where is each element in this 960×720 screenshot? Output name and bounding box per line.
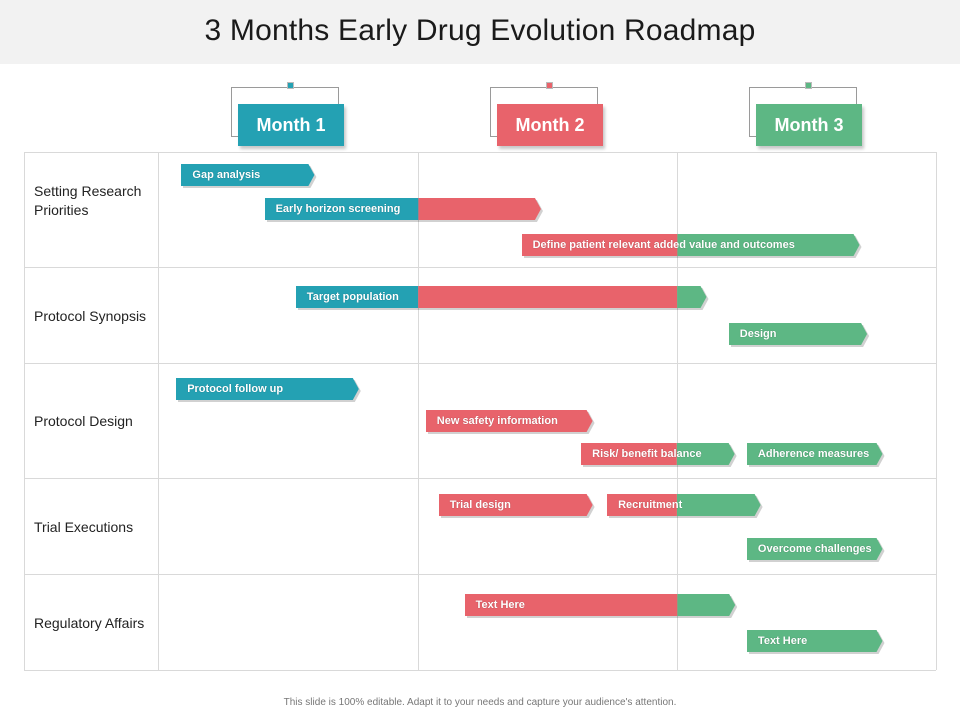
- task-bar-segment-red: [417, 198, 541, 220]
- task-bar-segment-green: [746, 630, 883, 652]
- task-bar-segment-green: [676, 286, 707, 308]
- task-bar-shape: [464, 594, 737, 618]
- row-label: Trial Executions: [34, 518, 134, 535]
- task-bar-segment-red: [464, 594, 677, 616]
- task-bar-segment-green: [676, 494, 761, 516]
- row-label: Setting Research Priorities: [34, 183, 142, 218]
- page-title: 3 Months Early Drug Evolution Roadmap: [204, 14, 756, 47]
- task-bar-segment-teal: [176, 378, 359, 400]
- task-bar: Adherence measures: [746, 443, 885, 467]
- task-bar-segment-green: [746, 538, 883, 560]
- task-bar-shape: [438, 494, 595, 518]
- task-bar-label: Overcome challenges: [757, 543, 872, 555]
- task-bar-shape: [521, 234, 862, 258]
- month-marker-dot: [805, 82, 812, 89]
- task-bar-shape: [425, 410, 595, 434]
- row-label: Protocol Design: [34, 412, 133, 429]
- task-bar-label: Gap analysis: [192, 169, 261, 181]
- task-bar-segment-teal: [264, 198, 418, 220]
- task-bar-segment-red: [438, 494, 593, 516]
- month-marker-dot: [287, 82, 294, 89]
- task-bar: Target population: [295, 286, 709, 310]
- month-header-1: Month 1: [238, 104, 344, 146]
- task-bar: New safety information: [425, 410, 595, 434]
- month-header-3: Month 3: [756, 104, 862, 146]
- task-bar-label: New safety information: [436, 415, 558, 427]
- task-bar-segment-green: [676, 594, 735, 616]
- task-bar: Risk/ benefit balance: [581, 443, 737, 467]
- row-label: Protocol Synopsis: [34, 307, 147, 324]
- task-bar-label: Text Here: [757, 635, 808, 647]
- task-bar-label: Early horizon screening: [275, 203, 401, 215]
- task-bar-label: Protocol follow up: [187, 383, 284, 395]
- month-marker-dot: [546, 82, 553, 89]
- task-bar-segment-red: [581, 443, 677, 465]
- task-bar-shape: [607, 494, 763, 518]
- row-label: Regulatory Affairs: [34, 614, 145, 631]
- task-bar: Overcome challenges: [746, 538, 885, 562]
- task-bar-segment-teal: [295, 286, 418, 308]
- task-bar: Text Here: [464, 594, 737, 618]
- task-bar-label: Define patient relevant added value and …: [532, 239, 795, 251]
- task-bar-label: Adherence measures: [757, 448, 870, 460]
- task-bar-shape: [264, 198, 543, 222]
- task-bar-shape: [746, 443, 885, 467]
- task-bar-label: Design: [739, 328, 777, 340]
- task-bar-segment-red: [425, 410, 593, 432]
- task-bar-shape: [746, 538, 885, 562]
- task-bar: Gap analysis: [181, 164, 317, 188]
- task-bar-label: Target population: [306, 291, 399, 303]
- task-bar-segment-red: [417, 286, 677, 308]
- task-bar-segment-red: [521, 234, 677, 256]
- task-bar: Define patient relevant added value and …: [521, 234, 862, 258]
- task-bar-shape: [181, 164, 317, 188]
- task-bar-shape: [581, 443, 737, 467]
- task-bar-segment-teal: [181, 164, 315, 186]
- task-bar: Protocol follow up: [176, 378, 361, 402]
- task-bar-segment-green: [676, 234, 860, 256]
- task-bar-shape: [295, 286, 709, 310]
- task-bar: Recruitment: [607, 494, 763, 518]
- task-bar-shape: [728, 323, 869, 347]
- task-bar: Early horizon screening: [264, 198, 543, 222]
- task-bar-label: Recruitment: [618, 499, 683, 511]
- task-bar: Design: [728, 323, 869, 347]
- title-band: [0, 0, 960, 64]
- task-bar-segment-green: [676, 443, 735, 465]
- task-bar-label: Text Here: [475, 599, 525, 611]
- task-bar-shape: [746, 630, 885, 654]
- task-bar: Text Here: [746, 630, 885, 654]
- month-header-2: Month 2: [497, 104, 603, 146]
- footer-note: This slide is 100% editable. Adapt it to…: [283, 697, 677, 708]
- task-bar-label: Trial design: [449, 499, 511, 511]
- task-bar-segment-green: [728, 323, 867, 345]
- task-bar-segment-red: [607, 494, 677, 516]
- task-bar-label: Risk/ benefit balance: [592, 448, 702, 460]
- task-bar: Trial design: [438, 494, 595, 518]
- task-bar-segment-green: [746, 443, 883, 465]
- task-bar-shape: [176, 378, 361, 402]
